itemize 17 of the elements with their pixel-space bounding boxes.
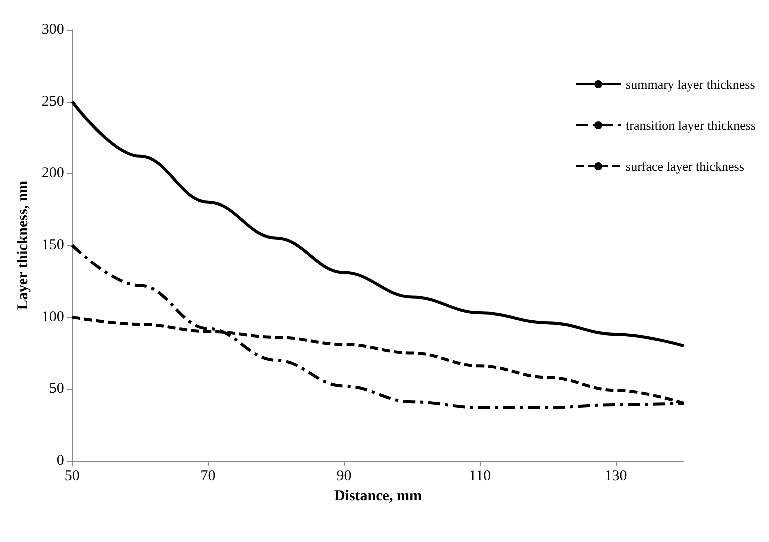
- y-tick-label: 100: [42, 309, 64, 326]
- x-tick-label: 70: [200, 468, 216, 484]
- legend-label: summary layer thickness: [626, 77, 756, 92]
- x-tick-label: 130: [604, 468, 628, 484]
- y-tick-label: 50: [49, 381, 64, 398]
- legend-label: transition layer thickness: [626, 118, 756, 133]
- y-tick-label: 0: [56, 453, 64, 469]
- x-tick-label: 110: [469, 468, 492, 484]
- y-tick-label: 300: [42, 22, 64, 38]
- legend-label: surface layer thickness: [626, 159, 744, 174]
- y-axis-title: Layer thickness, nm: [16, 180, 32, 310]
- y-tick-label: 250: [42, 94, 64, 110]
- x-tick-label: 90: [336, 468, 352, 484]
- x-tick-label: 50: [64, 468, 80, 484]
- y-tick-label: 150: [42, 238, 64, 254]
- x-axis-title: Distance, mm: [334, 488, 422, 504]
- y-tick-label: 200: [42, 166, 64, 182]
